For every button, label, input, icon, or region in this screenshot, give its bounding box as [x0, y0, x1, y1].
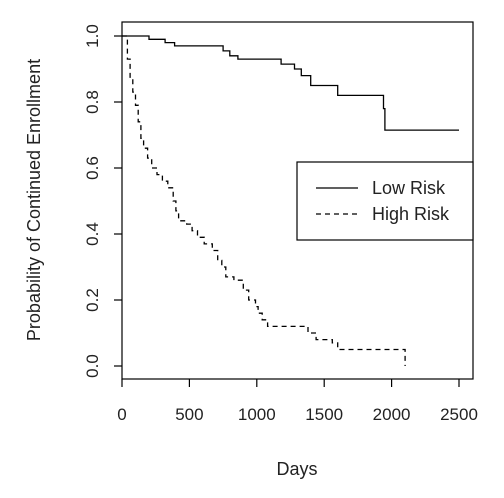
y-tick-label: 0.6 — [83, 156, 102, 180]
y-axis: 0.0 0.2 0.4 0.6 0.8 1.0 — [83, 24, 122, 378]
legend: Low Risk High Risk — [296, 161, 474, 241]
x-tick-label: 1500 — [305, 405, 343, 424]
y-tick-label: 0.0 — [83, 354, 102, 378]
y-tick-label: 0.8 — [83, 90, 102, 114]
series-layer — [122, 35, 459, 366]
series-line-low-risk — [122, 35, 459, 131]
series-line-high-risk — [122, 35, 406, 366]
x-tick-label: 2000 — [373, 405, 411, 424]
y-tick-label: 1.0 — [83, 24, 102, 48]
x-axis: 0 500 1000 1500 2000 2500 — [117, 379, 478, 424]
x-axis-title: Days — [276, 459, 317, 479]
legend-label-high-risk: High Risk — [372, 204, 450, 224]
y-tick-label: 0.4 — [83, 222, 102, 246]
y-tick-label: 0.2 — [83, 288, 102, 312]
x-tick-label: 0 — [117, 405, 126, 424]
x-tick-label: 500 — [175, 405, 203, 424]
y-axis-title: Probability of Continued Enrollment — [24, 59, 44, 341]
legend-box — [296, 161, 474, 241]
x-tick-label: 2500 — [440, 405, 478, 424]
x-tick-label: 1000 — [238, 405, 276, 424]
legend-label-low-risk: Low Risk — [372, 178, 446, 198]
